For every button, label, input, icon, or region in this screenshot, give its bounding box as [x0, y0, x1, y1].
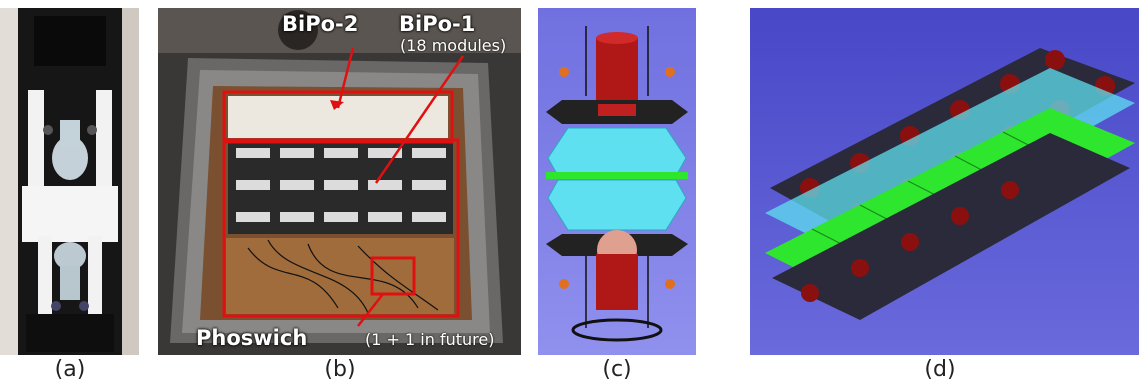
panel-b-photo: [158, 8, 521, 355]
label-bipo1: BiPo-1: [399, 12, 476, 36]
panel-a-photo: [0, 8, 139, 355]
label-bipo2: BiPo-2: [282, 12, 359, 36]
caption-b: (b): [324, 357, 356, 382]
label-modules: (18 modules): [400, 36, 507, 55]
caption-a: (a): [54, 357, 86, 382]
label-future: (1 + 1 in future): [365, 330, 495, 349]
panel-d-render: [750, 8, 1139, 355]
label-phoswich: Phoswich: [196, 326, 308, 350]
caption-d: (d): [924, 357, 956, 382]
caption-c: (c): [602, 357, 632, 382]
panel-c-render: [538, 8, 696, 355]
